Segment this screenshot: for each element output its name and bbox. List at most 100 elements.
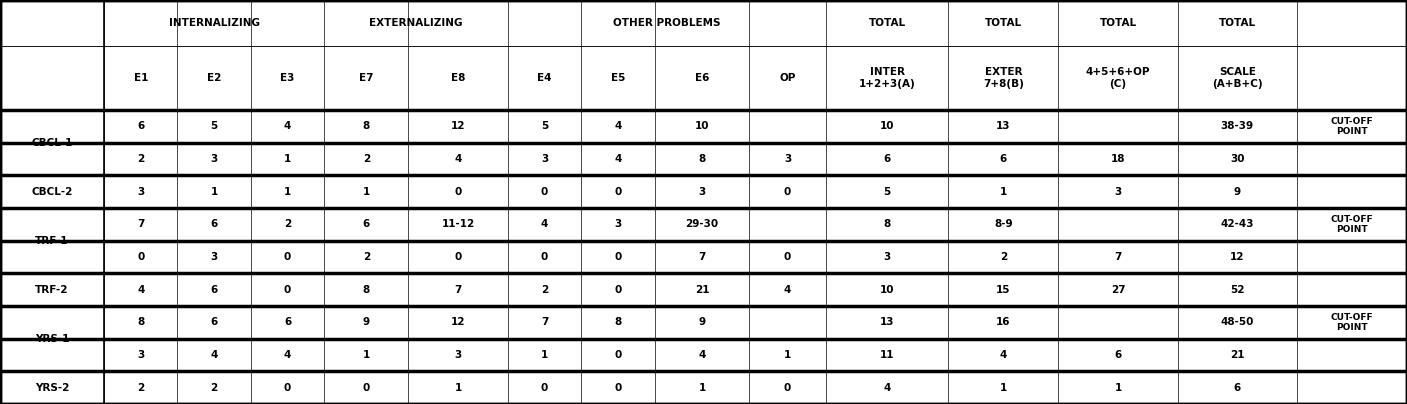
Text: E1: E1 [134, 73, 148, 83]
Text: 3: 3 [211, 252, 218, 262]
Bar [750, 306, 826, 339]
Text: 6: 6 [1114, 350, 1121, 360]
Bar [177, 306, 250, 339]
Bar [250, 208, 324, 241]
Bar [826, 274, 948, 306]
Text: 0: 0 [615, 285, 622, 295]
Text: 3: 3 [784, 154, 791, 164]
Text: OTHER PROBLEMS: OTHER PROBLEMS [613, 18, 720, 28]
Text: 4: 4 [698, 350, 706, 360]
Text: E3: E3 [280, 73, 294, 83]
Bar [408, 274, 508, 306]
Bar [581, 46, 654, 110]
Bar [508, 0, 581, 46]
Text: 4: 4 [136, 285, 145, 295]
Bar [1178, 241, 1297, 274]
Bar [324, 46, 408, 110]
Text: YRS-1: YRS-1 [35, 334, 69, 344]
Bar [177, 274, 250, 306]
Bar [324, 110, 408, 143]
Bar [250, 241, 324, 274]
Bar [654, 208, 750, 241]
Bar [1297, 0, 1407, 46]
Text: 21: 21 [1230, 350, 1245, 360]
Bar [1058, 0, 1178, 46]
Text: 6: 6 [284, 318, 291, 327]
Text: 6: 6 [1234, 383, 1241, 393]
Bar [408, 241, 508, 274]
Text: 4: 4 [884, 383, 891, 393]
Bar [750, 371, 826, 404]
Text: 0: 0 [540, 252, 549, 262]
Bar [750, 339, 826, 371]
Bar [177, 241, 250, 274]
Bar [581, 339, 654, 371]
Text: 9: 9 [363, 318, 370, 327]
Bar [1178, 306, 1297, 339]
Bar [1178, 274, 1297, 306]
Text: 38-39: 38-39 [1221, 121, 1254, 131]
Text: 27: 27 [1110, 285, 1126, 295]
Bar [0, 306, 104, 339]
Bar [250, 0, 324, 46]
Text: CBCL-2: CBCL-2 [31, 187, 73, 197]
Text: 9: 9 [698, 318, 705, 327]
Text: 0: 0 [615, 252, 622, 262]
Text: 0: 0 [363, 383, 370, 393]
Bar [0, 175, 104, 208]
Text: 1: 1 [284, 187, 291, 197]
Bar [654, 175, 750, 208]
Bar [250, 46, 324, 110]
Text: 2: 2 [363, 252, 370, 262]
Text: OP: OP [779, 73, 796, 83]
Text: 4: 4 [615, 121, 622, 131]
Text: 0: 0 [454, 252, 461, 262]
Bar [408, 46, 508, 110]
Text: 3: 3 [615, 219, 622, 229]
Text: 1: 1 [454, 383, 461, 393]
Bar [508, 143, 581, 175]
Text: 9: 9 [1234, 187, 1241, 197]
Bar [1297, 371, 1407, 404]
Bar [1178, 46, 1297, 110]
Text: 7: 7 [698, 252, 706, 262]
Bar [508, 46, 581, 110]
Bar [1297, 241, 1407, 274]
Text: E8: E8 [450, 73, 466, 83]
Bar [177, 0, 250, 46]
Bar [177, 175, 250, 208]
Text: TRF-2: TRF-2 [35, 285, 69, 295]
Bar [0, 274, 104, 306]
Text: 7: 7 [136, 219, 145, 229]
Text: 12: 12 [450, 121, 466, 131]
Bar [104, 371, 177, 404]
Bar [1178, 208, 1297, 241]
Bar [750, 110, 826, 143]
Bar [104, 306, 177, 339]
Text: 8: 8 [615, 318, 622, 327]
Text: TOTAL: TOTAL [868, 18, 906, 28]
Text: 7: 7 [454, 285, 461, 295]
Bar [508, 306, 581, 339]
Bar [250, 143, 324, 175]
Bar [948, 110, 1058, 143]
Bar [581, 175, 654, 208]
Text: YRS-2: YRS-2 [35, 383, 69, 393]
Text: 4+5+6+OP
(C): 4+5+6+OP (C) [1086, 67, 1150, 89]
Text: 3: 3 [540, 154, 549, 164]
Text: 7: 7 [540, 318, 549, 327]
Text: 6: 6 [363, 219, 370, 229]
Bar [177, 143, 250, 175]
Bar [581, 0, 654, 46]
Bar [177, 46, 250, 110]
Bar [1178, 143, 1297, 175]
Bar [1297, 46, 1407, 110]
Bar [0, 339, 104, 371]
Bar [408, 306, 508, 339]
Bar [324, 274, 408, 306]
Text: 0: 0 [784, 383, 791, 393]
Bar [826, 0, 948, 46]
Text: 13: 13 [996, 121, 1010, 131]
Text: 0: 0 [136, 252, 145, 262]
Bar [1297, 143, 1407, 175]
